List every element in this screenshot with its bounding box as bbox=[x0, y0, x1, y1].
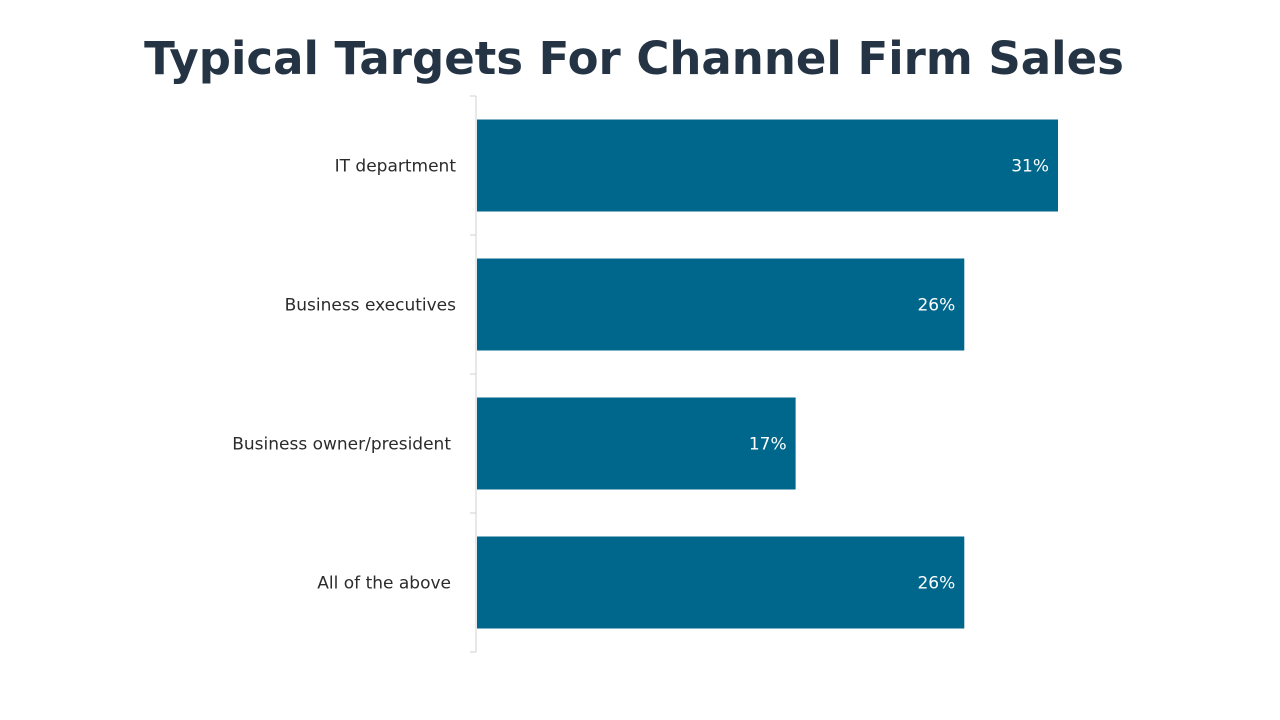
category-label: Business owner/president bbox=[232, 435, 451, 455]
bar bbox=[477, 536, 965, 629]
bar bbox=[477, 119, 1058, 212]
category-label: Business executives bbox=[285, 296, 457, 316]
data-label: 31% bbox=[1011, 157, 1049, 177]
category-label: IT department bbox=[335, 157, 457, 177]
data-label: 26% bbox=[917, 296, 955, 316]
chart-title: Typical Targets For Channel Firm Sales bbox=[144, 32, 1124, 85]
bar bbox=[477, 258, 965, 351]
category-label: All of the above bbox=[317, 574, 451, 594]
data-label: 17% bbox=[749, 435, 787, 455]
bar bbox=[477, 397, 796, 490]
data-label: 26% bbox=[917, 574, 955, 594]
